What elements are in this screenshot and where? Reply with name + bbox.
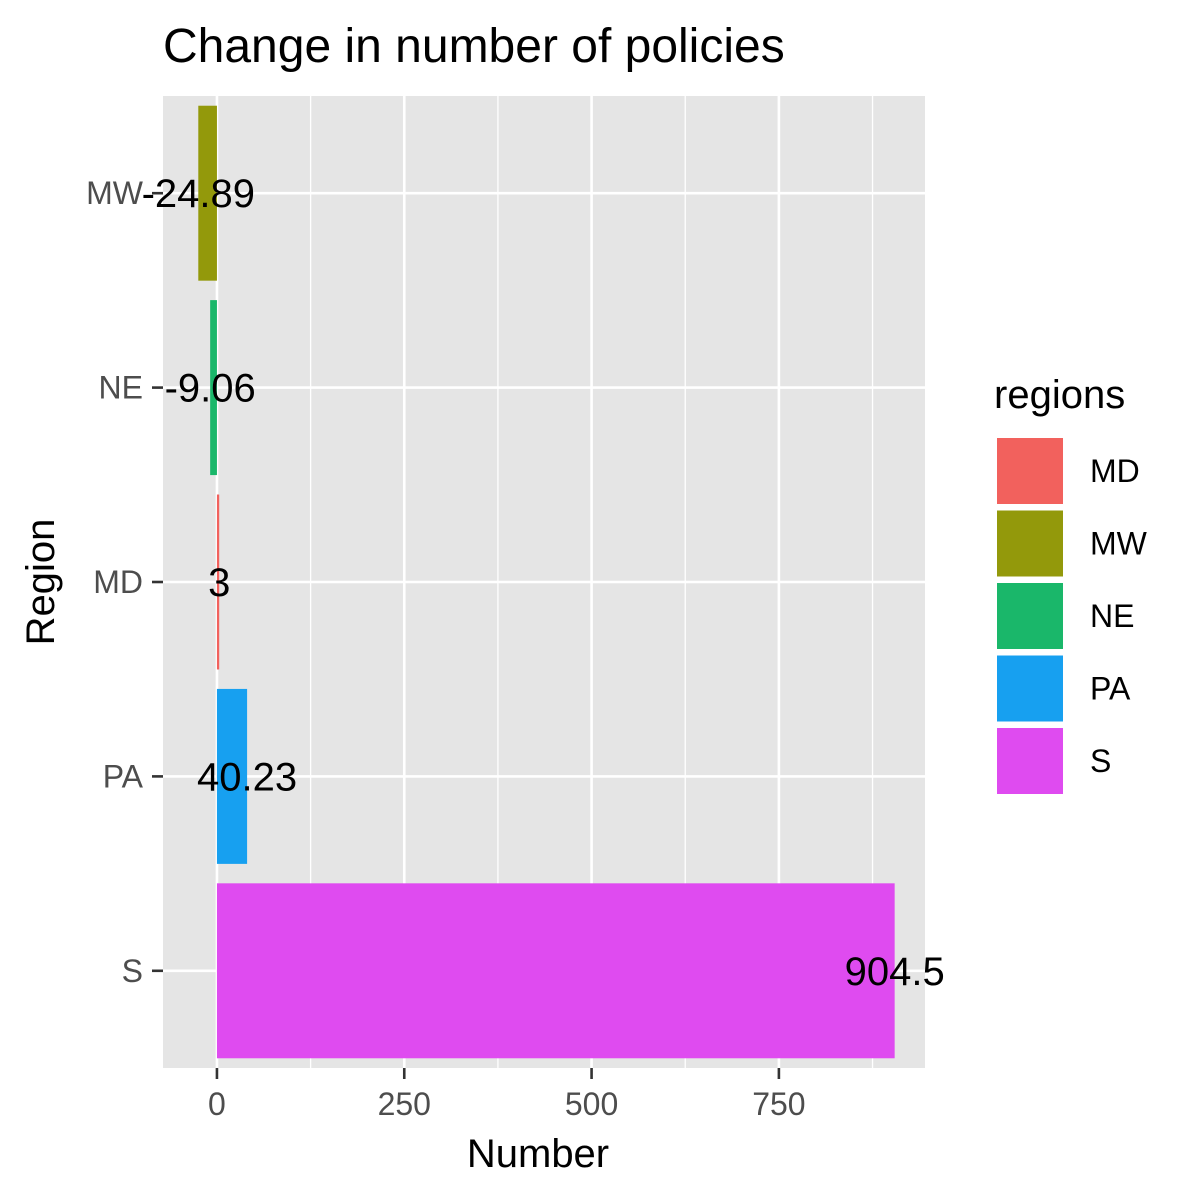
- y-tick-label: MD: [93, 564, 143, 600]
- y-tick-label: MW: [86, 175, 144, 211]
- bars: [198, 105, 895, 1059]
- chart-title: Change in number of policies: [163, 20, 785, 73]
- legend-label-ne: NE: [1090, 598, 1134, 634]
- bar-s: [216, 883, 895, 1059]
- y-tick-label: S: [122, 953, 143, 989]
- y-axis-title: Region: [19, 519, 63, 646]
- bar-label-md: 3: [208, 561, 230, 605]
- y-tick-label: PA: [103, 758, 144, 794]
- legend-items: MD MW NE PA S: [995, 436, 1148, 796]
- legend-label-mw: MW: [1090, 526, 1148, 562]
- bar-label-ne: -9.06: [165, 367, 256, 411]
- legend-label-md: MD: [1090, 453, 1140, 489]
- bar-label-pa: 40.23: [197, 755, 297, 799]
- x-axis: 0 250 500 750: [208, 1068, 806, 1122]
- legend-key-s: [995, 726, 1065, 796]
- legend-title: regions: [994, 373, 1125, 417]
- x-tick-label: 250: [378, 1086, 431, 1122]
- x-tick-label: 500: [565, 1086, 618, 1122]
- bar-pa: [216, 688, 248, 864]
- y-tick-label: NE: [99, 370, 143, 406]
- legend-key-pa: [995, 653, 1065, 724]
- legend-label-pa: PA: [1090, 671, 1131, 707]
- legend-key-md: [995, 436, 1065, 506]
- bar-md: [216, 494, 220, 670]
- x-tick-label: 750: [752, 1086, 805, 1122]
- x-tick-label: 0: [208, 1086, 226, 1122]
- y-axis: MW NE MD PA S: [86, 175, 163, 989]
- legend: regions MD MW NE PA S: [994, 373, 1148, 796]
- legend-key-mw: [995, 508, 1065, 579]
- bar-label-s: 904.5: [845, 950, 945, 994]
- x-axis-title: Number: [467, 1132, 609, 1176]
- legend-key-ne: [995, 581, 1065, 651]
- bar-ne: [210, 300, 217, 476]
- bar-mw: [198, 105, 217, 281]
- legend-label-s: S: [1090, 743, 1111, 779]
